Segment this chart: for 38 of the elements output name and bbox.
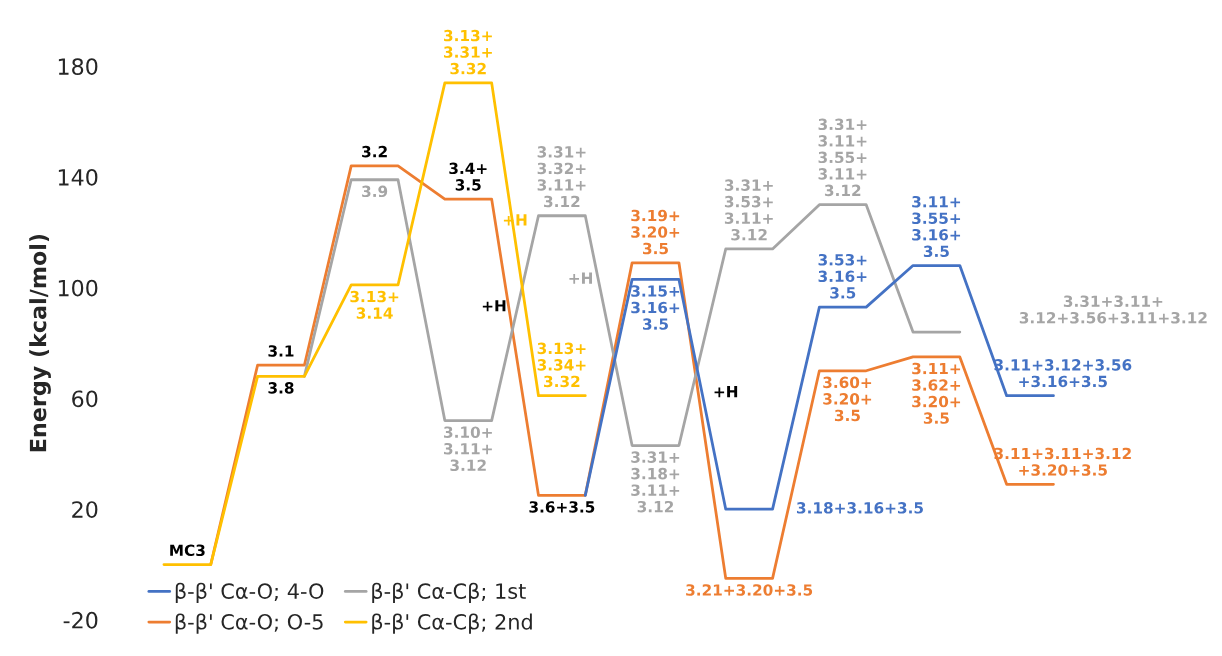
annotation: 3.19+ 3.20+ 3.5 bbox=[631, 209, 680, 255]
legend-label: β-β' Cα-O; 4-O bbox=[175, 582, 324, 604]
annotation: 3.31+3.11+ 3.12+3.56+3.11+3.12 bbox=[1019, 295, 1207, 324]
y-tick-label: 140 bbox=[58, 168, 98, 186]
annotation: 3.6+3.5 bbox=[529, 501, 595, 513]
legend-label: β-β' Cα-Cβ; 2nd bbox=[372, 613, 532, 634]
annotation: 3.31+ 3.32+ 3.11+ 3.12 bbox=[537, 146, 586, 208]
y-tick-label: 100 bbox=[58, 279, 98, 297]
annotation: 3.31+ 3.53+ 3.11+ 3.12 bbox=[724, 179, 773, 241]
annotation: 3.13+ 3.34+ 3.32 bbox=[537, 342, 586, 388]
annotation: 3.13+ 3.14 bbox=[350, 290, 399, 319]
y-axis-title: Energy (kcal/mol) bbox=[29, 234, 51, 452]
annotation: 3.8 bbox=[268, 382, 294, 394]
annotation: 3.10+ 3.11+ 3.12 bbox=[444, 426, 492, 472]
legend-label: β-β' Cα-Cβ; 1st bbox=[372, 582, 526, 604]
annotation: 3.18+3.16+3.5 bbox=[796, 502, 923, 514]
annotation: 3.13+ 3.31+ 3.32 bbox=[444, 29, 492, 75]
annotation: MC3 bbox=[170, 544, 205, 557]
y-tick-label: 20 bbox=[72, 501, 98, 518]
annotation: 3.31+ 3.11+ 3.55+ 3.11+ 3.12 bbox=[818, 118, 867, 197]
annotation: 3.21+3.20+3.5 bbox=[686, 584, 813, 596]
annotation: +H bbox=[714, 385, 738, 398]
annotation: 3.31+ 3.18+ 3.11+ 3.12 bbox=[631, 451, 680, 513]
legend-label: β-β' Cα-O; O-5 bbox=[175, 613, 323, 634]
annotation: 3.4+ 3.5 bbox=[449, 162, 487, 191]
annotation: 3.2 bbox=[362, 145, 387, 158]
annotation: 3.15+ 3.16+ 3.5 bbox=[631, 285, 680, 330]
annotation: +H bbox=[482, 300, 506, 312]
annotation: 3.53+ 3.16+ 3.5 bbox=[818, 253, 867, 299]
annotation: 3.60+ 3.20+ 3.5 bbox=[823, 376, 872, 422]
annotation: 3.1 bbox=[268, 345, 294, 357]
y-tick-label: -20 bbox=[63, 611, 98, 629]
annotation: 3.11+ 3.55+ 3.16+ 3.5 bbox=[912, 195, 961, 258]
y-tick-label: 180 bbox=[58, 58, 98, 76]
annotation: 3.9 bbox=[362, 185, 388, 198]
y-tick-label: 60 bbox=[72, 390, 98, 408]
annotation: 3.11+ 3.62+ 3.20+ 3.5 bbox=[912, 362, 961, 424]
annotation: +H bbox=[569, 272, 592, 284]
